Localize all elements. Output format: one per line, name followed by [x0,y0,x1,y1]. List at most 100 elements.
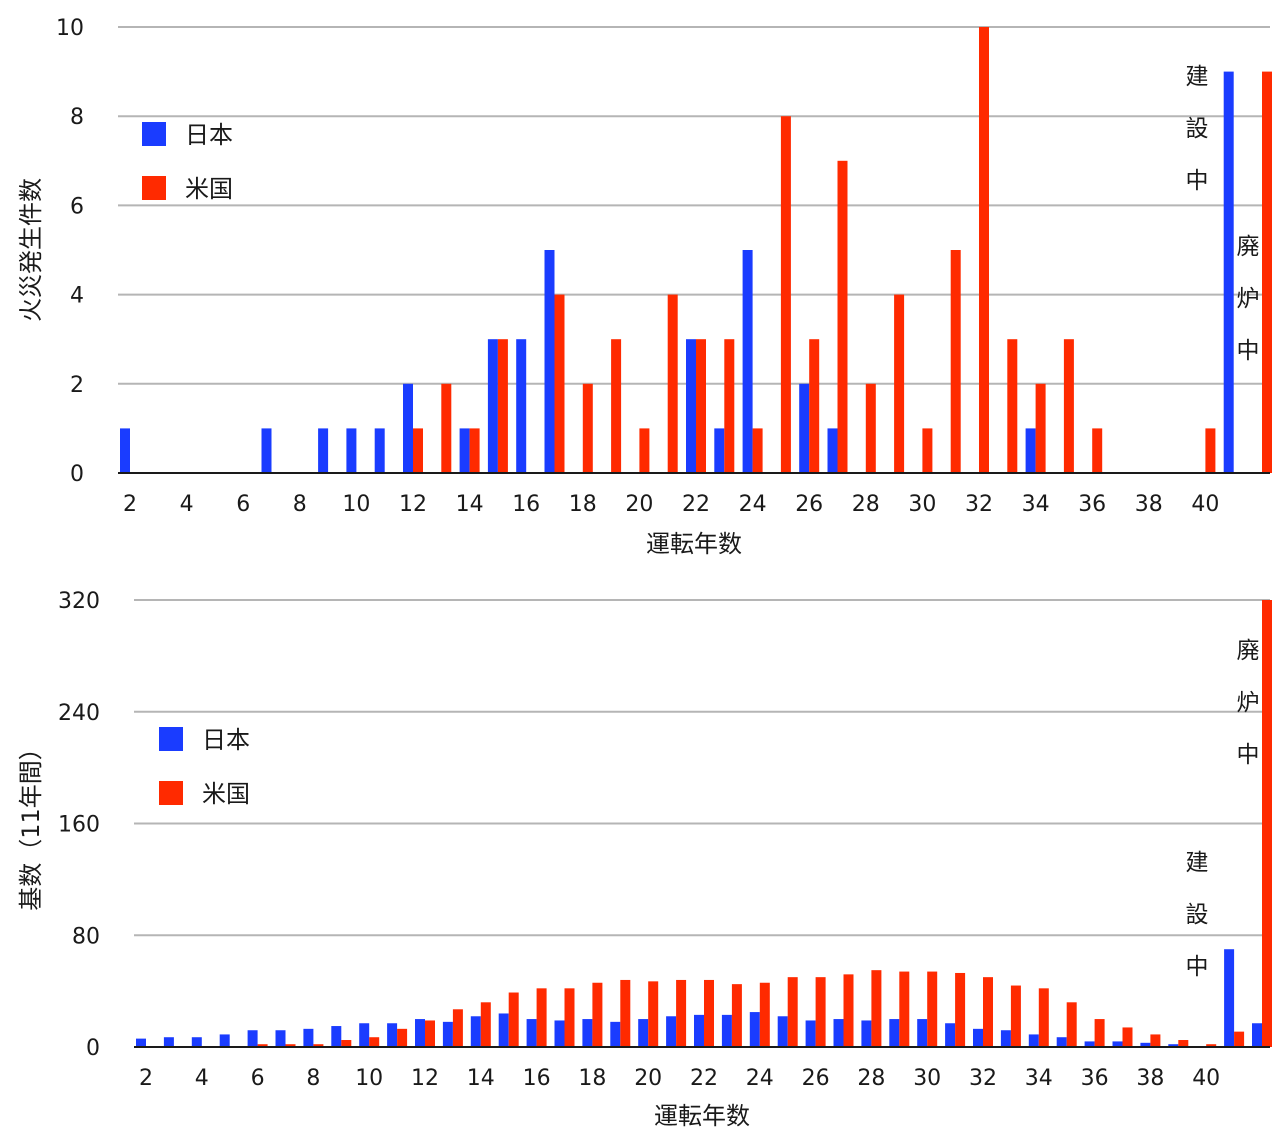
bar-japan [1140,1042,1151,1047]
bar-japan [721,1014,732,1047]
annotation-decommissioning: 廃 炉 中 [1237,234,1260,364]
x-tick-label: 18 [578,1066,606,1091]
x-tick-label: 10 [342,492,370,517]
bar-usa [480,1002,491,1047]
bar-usa [1092,428,1103,473]
x-tick-label: 34 [1022,492,1050,517]
bar-japan [686,339,696,473]
bar-usa [696,339,706,473]
bar-usa [894,294,905,473]
y-tick-label: 320 [58,589,100,614]
bar-usa [899,971,910,1047]
x-tick-label: 36 [1078,492,1106,517]
y-tick-label: 0 [70,462,84,487]
bar-japan [945,1023,956,1047]
x-tick-label: 14 [456,492,484,517]
bar-usa [441,383,452,473]
annotation-char: 設 [1186,116,1209,142]
bar-usa [257,1044,268,1047]
bar-usa [1094,1019,1105,1047]
bar-usa [843,974,854,1047]
bar-usa [497,339,508,473]
x-tick-label: 10 [355,1066,383,1091]
grid-lines [118,26,1270,385]
bar-usa [787,977,798,1047]
bar-japan [554,1020,565,1047]
x-tick-label: 30 [913,1066,941,1091]
x-tick-label: 2 [123,492,137,517]
bar-japan [247,1030,258,1047]
legend-swatch-usa [142,176,166,200]
bar-usa [927,971,938,1047]
bar-usa [285,1044,296,1047]
bar-japan [1223,71,1234,473]
bar-japan [163,1037,174,1047]
bar-japan [1224,949,1235,1047]
bar-usa [1066,1002,1077,1047]
annotation-decommissioning: 廃 炉 中 [1237,638,1260,768]
x-tick-label: 28 [857,1066,885,1091]
annotation-under-construction: 建 設 中 [1186,850,1209,980]
bar-japan [359,1023,370,1047]
bar-usa [1007,339,1018,473]
x-tick-label: 16 [512,492,540,517]
bar-japan [516,339,527,473]
bar-japan [694,1014,704,1047]
bars [136,600,1272,1047]
bar-japan [799,383,810,473]
bar-japan [714,428,725,473]
bar-usa [1178,1040,1189,1047]
bar-usa [724,339,735,473]
x-tick-label: 22 [682,492,710,517]
y-tick-label: 80 [72,924,100,949]
annotation-char: 廃 [1237,638,1260,664]
bar-usa [564,988,575,1047]
bar-japan [374,428,385,473]
bar-japan [805,1020,816,1047]
bars [120,27,1272,474]
bar-usa [979,27,989,473]
bar-usa [1234,1031,1245,1047]
bar-japan [487,339,498,473]
bar-usa [592,982,603,1047]
x-tick-label: 6 [251,1066,265,1091]
x-tick-label: 20 [634,1066,662,1091]
x-tick-label: 24 [746,1066,774,1091]
x-tick-label: 8 [306,1066,320,1091]
annotation-char: 建 [1186,64,1209,90]
bar-usa [865,383,876,473]
bar-usa [780,116,791,473]
x-axis-title: 運転年数 [646,530,742,558]
annotation-char: 中 [1186,954,1209,980]
bar-japan [219,1034,230,1047]
legend-swatch-japan [159,727,183,751]
bar-japan [1000,1030,1011,1047]
bar-japan [610,1021,621,1047]
bar-usa [620,979,631,1047]
x-tick-label: 4 [180,492,194,517]
y-tick-label: 0 [86,1036,100,1061]
x-axis-title: 運転年数 [654,1102,750,1130]
y-tick-label: 160 [58,813,100,838]
bar-usa [554,294,565,473]
y-tick-label: 4 [70,284,84,309]
bar-usa [413,428,423,473]
x-tick-label: 28 [852,492,880,517]
annotation-char: 設 [1186,902,1209,928]
bar-japan [544,250,555,473]
x-tick-label: 2 [139,1066,153,1091]
bar-japan [749,1012,760,1047]
bar-usa [1150,1034,1161,1047]
bar-japan [889,1019,900,1047]
x-tick-label: 12 [411,1066,439,1091]
bar-japan [861,1020,872,1047]
bar-usa [731,984,742,1047]
x-tick-label: 16 [523,1066,551,1091]
x-tick-label: 30 [908,492,936,517]
bar-usa [809,339,820,473]
bar-usa [369,1037,380,1047]
x-tick-label: 24 [739,492,767,517]
bar-usa [611,339,622,473]
bar-usa [452,1009,463,1047]
